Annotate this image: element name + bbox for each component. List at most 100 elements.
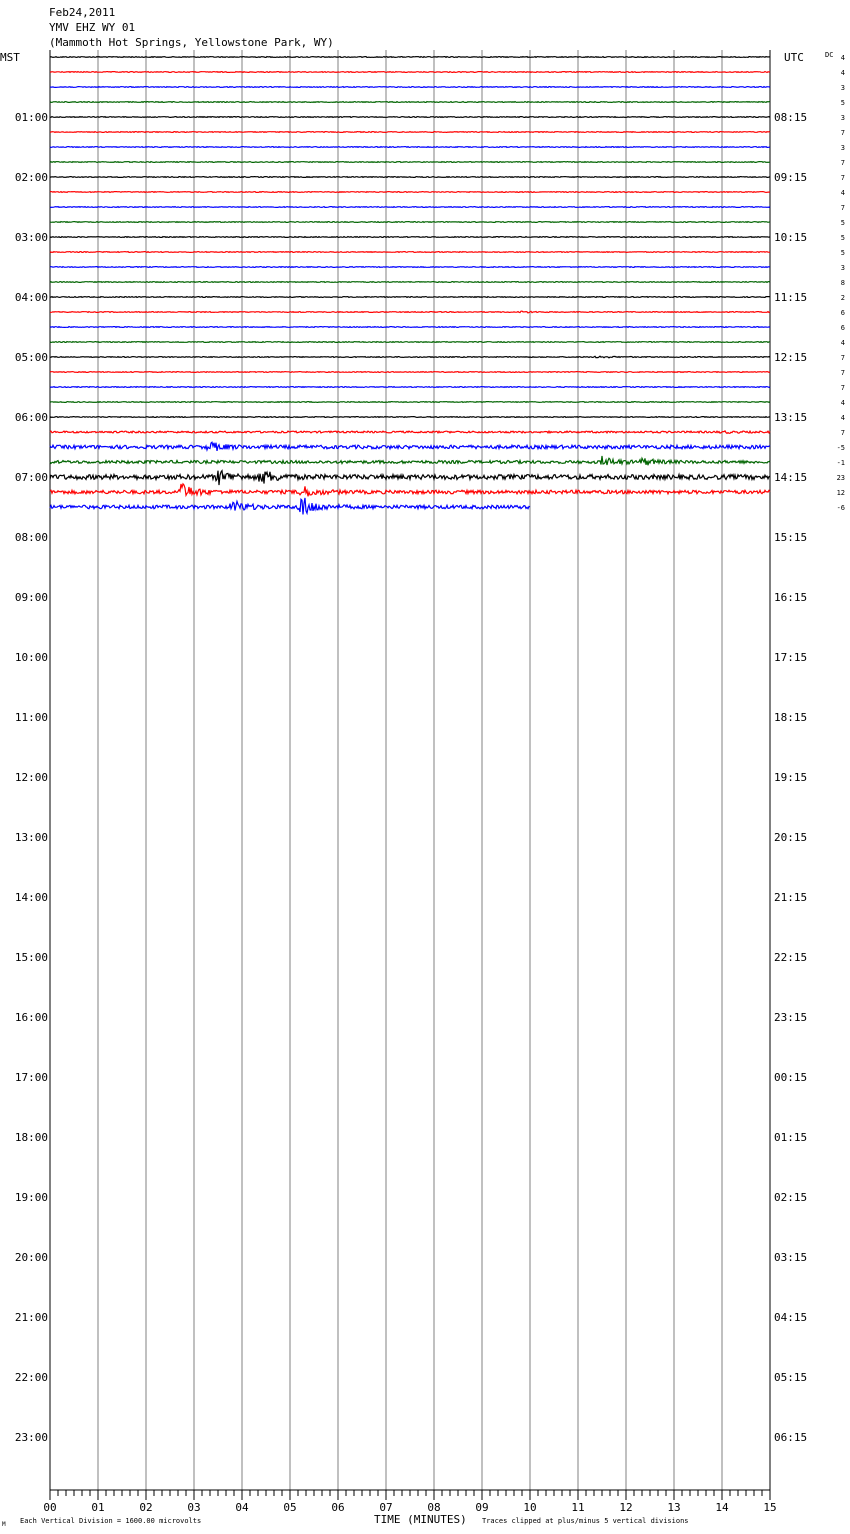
dc-offset-label: 7 — [841, 384, 845, 392]
right-hour-label: 15:15 — [774, 531, 807, 544]
dc-offset-label: 5 — [841, 249, 845, 257]
dc-offset-label: 6 — [841, 324, 845, 332]
x-tick-label: 02 — [139, 1501, 152, 1514]
right-hour-label: 11:15 — [774, 291, 807, 304]
right-hour-label: 06:15 — [774, 1431, 807, 1444]
x-tick-label: 14 — [715, 1501, 729, 1514]
left-hour-label: 17:00 — [15, 1071, 48, 1084]
seismic-trace — [49, 235, 771, 239]
left-hour-label: 23:00 — [15, 1431, 48, 1444]
right-hour-label: 00:15 — [774, 1071, 807, 1084]
seismic-trace — [49, 385, 771, 389]
seismic-trace — [49, 355, 771, 359]
seismic-trace — [49, 310, 771, 314]
dc-offset-label: 2 — [841, 294, 845, 302]
right-hour-label: 20:15 — [774, 831, 807, 844]
right-hour-label: 08:15 — [774, 111, 807, 124]
dc-offset-label: 7 — [841, 204, 845, 212]
left-hour-label: 02:00 — [15, 171, 48, 184]
left-hour-label: 10:00 — [15, 651, 48, 664]
dc-offset-label: 7 — [841, 174, 845, 182]
seismic-trace — [49, 455, 771, 466]
corner-mark: M — [2, 1521, 6, 1528]
seismic-trace — [49, 400, 771, 404]
dc-offset-label: 3 — [841, 114, 845, 122]
left-hour-label: 16:00 — [15, 1011, 48, 1024]
seismic-trace — [49, 295, 771, 299]
right-hour-label: 21:15 — [774, 891, 807, 904]
dc-offset-label: 7 — [841, 159, 845, 167]
x-tick-label: 06 — [331, 1501, 344, 1514]
x-axis-title: TIME (MINUTES) — [374, 1513, 467, 1526]
seismic-trace — [49, 220, 771, 224]
left-hour-label: 03:00 — [15, 231, 48, 244]
left-timezone-label: MST — [0, 51, 20, 64]
dc-offset-label: 5 — [841, 219, 845, 227]
x-tick-label: 10 — [523, 1501, 536, 1514]
left-hour-label: 19:00 — [15, 1191, 48, 1204]
seismic-trace — [49, 325, 771, 329]
seismic-trace — [49, 370, 771, 374]
dc-offset-label: 5 — [841, 99, 845, 107]
left-hour-label: 06:00 — [15, 411, 48, 424]
seismic-trace — [49, 100, 771, 104]
left-hour-label: 14:00 — [15, 891, 48, 904]
x-tick-label: 03 — [187, 1501, 200, 1514]
clip-note: Traces clipped at plus/minus 5 vertical … — [482, 1517, 689, 1525]
left-hour-label: 11:00 — [15, 711, 48, 724]
seismic-trace — [49, 469, 771, 486]
left-hour-label: 15:00 — [15, 951, 48, 964]
right-hour-label: 17:15 — [774, 651, 807, 664]
right-hour-label: 14:15 — [774, 471, 807, 484]
x-tick-label: 12 — [619, 1501, 632, 1514]
dc-column-label: DC — [825, 51, 833, 59]
right-hour-label: 22:15 — [774, 951, 807, 964]
left-hour-label: 05:00 — [15, 351, 48, 364]
header-station: YMV EHZ WY 01 — [49, 21, 135, 34]
scale-note: Each Vertical Division = 1600.00 microvo… — [20, 1517, 201, 1525]
x-tick-label: 13 — [667, 1501, 680, 1514]
dc-offset-label: -1 — [837, 459, 845, 467]
seismic-trace — [49, 429, 771, 435]
seismic-trace — [49, 85, 771, 89]
dc-offset-label: 7 — [841, 429, 845, 437]
x-tick-label: 05 — [283, 1501, 296, 1514]
left-hour-label: 22:00 — [15, 1371, 48, 1384]
left-hour-label: 09:00 — [15, 591, 48, 604]
dc-offset-label: 6 — [841, 309, 845, 317]
dc-offset-label: 3 — [841, 264, 845, 272]
seismic-trace — [49, 55, 771, 59]
seismic-trace — [49, 115, 771, 119]
right-hour-label: 16:15 — [774, 591, 807, 604]
seismic-trace — [49, 441, 771, 452]
left-hour-label: 13:00 — [15, 831, 48, 844]
right-hour-label: 03:15 — [774, 1251, 807, 1264]
dc-offset-label: 4 — [841, 414, 845, 422]
x-tick-label: 15 — [763, 1501, 776, 1514]
dc-offset-label: 4 — [841, 339, 845, 347]
header-location: (Mammoth Hot Springs, Yellowstone Park, … — [49, 36, 334, 49]
right-hour-label: 23:15 — [774, 1011, 807, 1024]
left-hour-label: 04:00 — [15, 291, 48, 304]
trace-group — [49, 55, 771, 516]
dc-offset-label: 23 — [837, 474, 845, 482]
x-tick-label: 11 — [571, 1501, 584, 1514]
dc-offset-label: 4 — [841, 399, 845, 407]
left-hour-label: 18:00 — [15, 1131, 48, 1144]
right-hour-label: 02:15 — [774, 1191, 807, 1204]
left-hour-label: 07:00 — [15, 471, 48, 484]
seismic-trace — [49, 280, 771, 284]
seismic-trace — [49, 145, 771, 149]
vertical-gridlines — [49, 50, 771, 1490]
dc-offset-label: -5 — [837, 444, 845, 452]
dc-offset-labels: 4 4 3 5 3 7 3 7 7 4 7 5 5 5 3 8 2 6 6 4 7 7 7 4 4 7 -5 -1 23 12 -6 — [837, 54, 845, 512]
seismic-trace — [49, 175, 771, 179]
seismic-trace — [49, 160, 771, 164]
x-axis: 00 01 02 03 04 05 06 07 08 09 10 11 12 13 14 15 — [43, 1489, 777, 1514]
seismic-trace — [49, 190, 771, 194]
dc-offset-label: 8 — [841, 279, 845, 287]
right-hour-label: 04:15 — [774, 1311, 807, 1324]
right-hour-label: 13:15 — [774, 411, 807, 424]
seismic-trace — [49, 205, 771, 209]
